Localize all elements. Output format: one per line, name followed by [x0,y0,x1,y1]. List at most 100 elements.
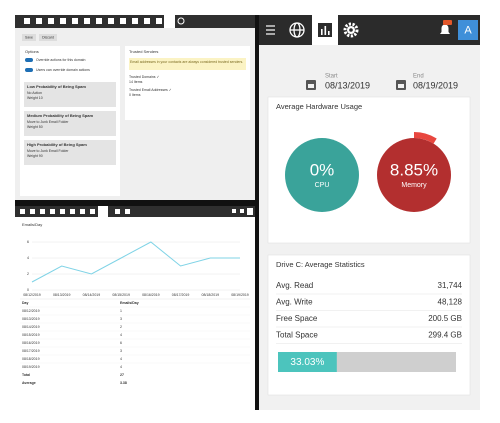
table-cell: 08/18/2019 [22,357,40,361]
panel-title: Options [25,49,39,54]
x-tick-label: 08/14/2019 [83,293,101,297]
card-action: No Action [27,91,42,95]
card-action: Move to Junk Email Folder [27,120,69,124]
option-card[interactable] [24,111,116,136]
x-tick-label: 08/12/2019 [23,293,41,297]
card-action: Move to Junk Email Folder [27,149,69,153]
stat-label: Avg. Read [276,281,313,290]
table-header: Emails/Day [120,301,139,305]
toolbar [15,206,255,217]
card-title: High Probability of Being Spam [27,142,87,147]
table-cell: 4 [120,365,122,369]
button-label[interactable]: Discard [42,35,54,39]
option-card[interactable] [24,140,116,165]
table-summary: 27 [120,373,124,377]
divider [15,200,255,206]
gauge-value: 8.85% [390,160,438,179]
table-cell: 08/13/2019 [22,317,40,321]
table-cell: 1 [120,309,122,313]
gauge-name: Memory [401,182,427,189]
card-weight: Weight 10 [27,96,43,100]
card-weight: Weight 50 [27,125,43,129]
stat-label: Free Space [276,314,318,323]
x-tick-label: 08/18/2019 [202,293,220,297]
x-tick-label: 08/13/2019 [53,293,71,297]
table-summary: 3.38 [120,381,127,385]
toggle-label: Override actions for this domain [36,58,85,62]
table-cell: 08/17/2019 [22,349,40,353]
table-cell: 3 [120,317,122,321]
date-value[interactable]: 08/13/2019 [325,80,370,90]
y-tick-label: 0 [27,288,29,292]
table-cell: 08/16/2019 [22,341,40,345]
note: Email addresses in your contacts are alw… [130,59,244,64]
x-tick-label: 08/15/2019 [112,293,130,297]
item-count: 14 Items [129,80,143,84]
stat-value: 48,128 [438,298,463,307]
button[interactable] [22,34,36,41]
globe-icon[interactable] [289,22,305,38]
card-title: Medium Probability of Being Spam [27,113,93,118]
drive-card [267,254,471,396]
date-label: Start [325,74,338,80]
x-tick-label: 08/16/2019 [142,293,160,297]
item-count: 0 Items [129,93,141,97]
bell-icon[interactable] [440,24,450,35]
panel-title: Trusted Senders [129,49,158,54]
line [31,241,240,283]
pane-bottom [15,206,255,410]
card-weight: Weight 90 [27,154,43,158]
divider [255,15,259,410]
progress-fill [278,352,337,372]
gear-icon[interactable] [343,22,359,38]
toolbar-icons [20,206,253,217]
option-card[interactable] [24,82,116,107]
x-tick-label: 08/17/2019 [172,293,190,297]
table-cell: 4 [120,333,122,337]
chart-title: Emails/Day [22,222,42,227]
y-tick-label: 6 [27,240,29,244]
table-cell: 6 [120,341,122,345]
date-value[interactable]: 08/19/2019 [413,80,458,90]
table-cell: 08/15/2019 [22,333,40,337]
progress-label: 33.03% [290,357,324,368]
table-header: Day [22,301,28,305]
y-tick-label: 2 [27,272,29,276]
x-tick-label: 08/19/2019 [231,293,249,297]
calendar-icon[interactable] [306,80,316,90]
chart-icon [318,23,332,37]
stat-value: 299.4 GB [428,331,462,340]
note-box [129,58,246,70]
gauge-value: 0% [310,160,335,179]
y-tick-label: 4 [27,256,29,260]
table-cell: 4 [120,357,122,361]
toggle[interactable] [25,68,33,72]
gauge-circle [377,138,451,212]
gauge-circle [285,138,359,212]
toggle[interactable] [25,58,33,62]
item-label[interactable]: Trusted Email Addresses ✓ [129,88,172,92]
date-label: End [413,74,424,80]
table-cell: 08/14/2019 [22,325,40,329]
calendar-icon[interactable] [396,80,406,90]
gauge-arc [413,132,437,144]
menu-icon[interactable] [266,25,275,35]
stat-label: Avg. Write [276,298,313,307]
table-cell: 08/12/2019 [22,309,40,313]
card-title: Drive C: Average Statistics [276,260,365,269]
item-label[interactable]: Trusted Domains ✓ [129,75,159,79]
avatar[interactable] [458,20,478,40]
gauge-name: CPU [315,182,330,189]
table-summary: Average [22,381,36,385]
toggle-label: Users can override domain actions [36,68,90,72]
note-text: Email addresses in your contacts are alw… [130,59,244,64]
stat-label: Total Space [276,331,318,340]
toolbar-icons [24,15,185,28]
button-label[interactable]: Save [25,35,33,39]
table-cell: 08/19/2019 [22,365,40,369]
card-title: Average Hardware Usage [276,102,362,111]
avatar-letter[interactable]: A [464,24,472,36]
stat-value: 200.5 GB [428,314,462,323]
button[interactable] [39,34,57,41]
